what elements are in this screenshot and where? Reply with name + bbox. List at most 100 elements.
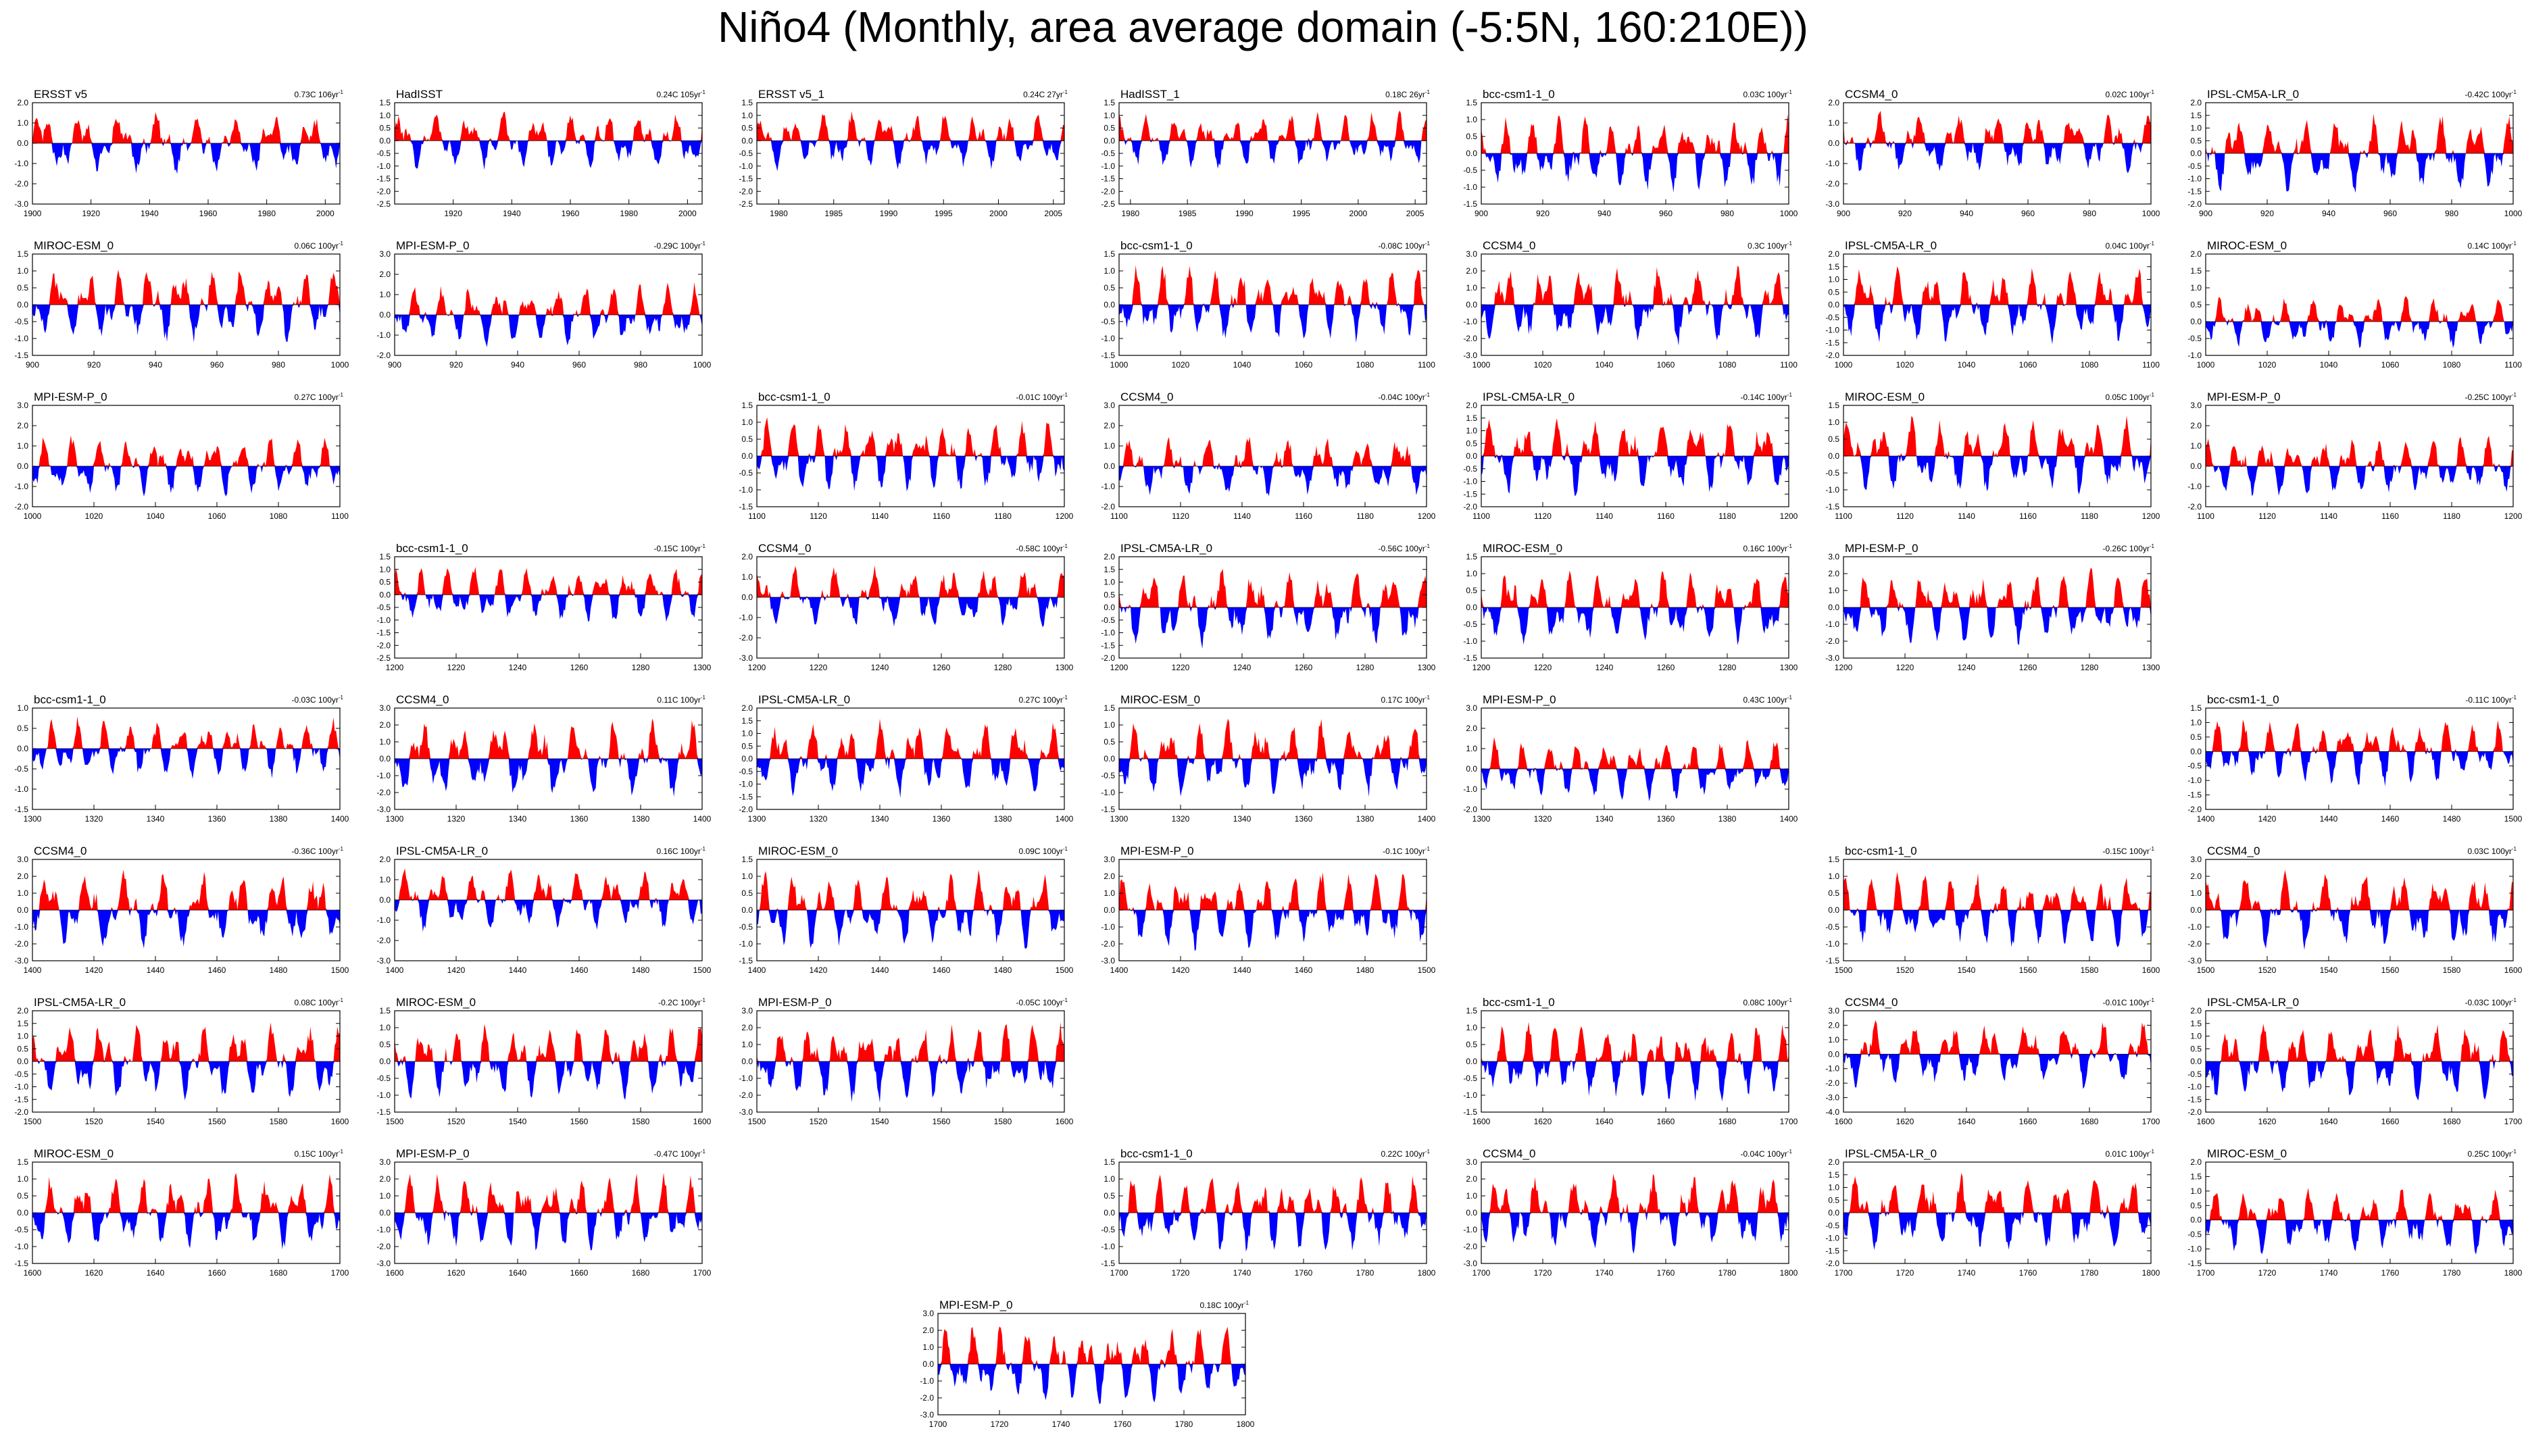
x-tick-label: 1480 <box>994 965 1012 975</box>
y-tick-label: 2.0 <box>1828 249 1839 259</box>
positive-anomaly-area <box>1481 736 1789 769</box>
negative-anomaly-area <box>1119 1213 1427 1252</box>
y-tick-label: -0.5 <box>1825 1221 1839 1230</box>
y-tick-label: 2.0 <box>1104 872 1115 881</box>
y-tick-label: 1.5 <box>1828 262 1839 272</box>
x-tick-label: 980 <box>2083 209 2096 218</box>
panel-trend-value: -0.04C 100yr <box>1740 1149 1787 1159</box>
y-tick-label: -1.0 <box>2187 776 2202 785</box>
x-tick-label: 1660 <box>2019 1117 2037 1126</box>
y-tick-label: -0.5 <box>376 149 391 158</box>
x-tick-label: 1320 <box>447 814 466 824</box>
y-tick-label: -1.5 <box>2187 1259 2202 1268</box>
y-tick-label: 2.0 <box>1104 421 1115 430</box>
panel-trend: -0.03C 100yr-1 <box>2465 997 2517 1007</box>
x-tick-label: 1220 <box>447 663 466 672</box>
y-tick-label: 3.0 <box>1466 1157 1477 1167</box>
y-tick-label: 2.0 <box>1828 1020 1839 1030</box>
negative-anomaly-area <box>1481 607 1789 645</box>
x-tick-label: 1100 <box>2142 360 2160 370</box>
y-tick-label: 0.0 <box>1466 1057 1477 1066</box>
negative-anomaly-area <box>2206 1061 2513 1101</box>
x-tick-label: 1100 <box>1110 511 1128 521</box>
y-tick-label: -1.5 <box>2187 186 2202 196</box>
x-tick-label: 1180 <box>994 511 1012 521</box>
panel-trend-value: 0.16C 100yr <box>656 847 701 856</box>
y-tick-label: 1.0 <box>2190 718 2202 727</box>
y-tick-label: -0.5 <box>2187 1070 2202 1079</box>
negative-anomaly-area <box>1119 305 1427 343</box>
y-tick-label: -2.0 <box>376 788 391 797</box>
y-tick-label: 1.0 <box>379 737 391 747</box>
x-tick-label: 1000 <box>2504 209 2523 218</box>
y-tick-label: -1.0 <box>14 922 28 932</box>
y-tick-label: -1.0 <box>376 616 391 625</box>
x-tick-label: 1120 <box>2258 511 2276 521</box>
y-tick-label: 0.0 <box>922 1359 934 1369</box>
negative-anomaly-area <box>395 595 702 622</box>
y-tick-label: -0.5 <box>739 767 753 776</box>
y-tick-label: 0.5 <box>1466 1040 1477 1049</box>
x-tick-label: 1300 <box>748 814 766 824</box>
panel-trend: 0.27C 100yr-1 <box>295 392 344 402</box>
panel-trend: 0.09C 100yr-1 <box>1019 846 1068 856</box>
y-tick-label: 0.0 <box>379 1208 391 1217</box>
y-tick-label: 1.0 <box>379 290 391 299</box>
panel-title: MPI-ESM-P_0 <box>2207 391 2281 403</box>
y-tick-label: 1.5 <box>17 1157 28 1167</box>
x-tick-label: 1400 <box>1780 814 1798 824</box>
x-tick-label: 980 <box>272 360 285 370</box>
x-tick-label: 1120 <box>1534 511 1552 521</box>
x-tick-label: 1320 <box>1534 814 1552 824</box>
y-tick-label: 0.5 <box>17 283 28 293</box>
plot-frame <box>1843 102 2152 205</box>
chart-panel: MPI-ESM-P_0 0.27C 100yr-1 -2.0 -1.0 0.0 1.0 2.… <box>14 391 350 541</box>
y-tick-label: 1.5 <box>741 98 753 107</box>
y-tick-label: 2.0 <box>17 1006 28 1015</box>
x-tick-label: 1600 <box>331 1117 349 1126</box>
chart-panel: MPI-ESM-P_0 -0.29C 100yr-1 -2.0 -1.0 0.0 1.0 2… <box>376 239 712 390</box>
panel-trend-value: 0.16C 100yr <box>1743 544 1787 553</box>
x-tick-label: 1700 <box>2142 1117 2160 1126</box>
panel-trend-value: 0.08C 100yr <box>1743 998 1787 1007</box>
panel-trend: 0.02C 100yr-1 <box>2106 89 2155 99</box>
x-tick-label: 940 <box>1960 209 1973 218</box>
y-tick-label: -3.0 <box>376 1259 391 1268</box>
y-tick-label: -3.0 <box>2187 956 2202 965</box>
y-tick-label: -2.0 <box>376 641 391 650</box>
y-tick-label: 1.0 <box>741 872 753 881</box>
panel-title: MIROC-ESM_0 <box>2207 239 2287 252</box>
y-tick-label: -3.0 <box>14 956 28 965</box>
y-tick-label: 0.5 <box>1104 590 1115 599</box>
y-tick-label: -0.5 <box>376 1074 391 1083</box>
x-tick-label: 1000 <box>1110 360 1129 370</box>
y-tick-label: 3.0 <box>379 1157 391 1167</box>
y-tick-label: 1.0 <box>17 703 28 713</box>
y-tick-label: -2.0 <box>1825 179 1839 189</box>
chart-panel: MIROC-ESM_0 0.17C 100yr-1 -1.5 -1.0 -0.5 0.0 0… <box>1101 693 1437 844</box>
y-tick-label: 0.0 <box>1104 603 1115 612</box>
y-tick-label: -1.0 <box>739 1074 753 1083</box>
positive-anomaly-area <box>395 718 702 759</box>
x-tick-label: 1620 <box>85 1268 103 1278</box>
y-tick-label: 0.5 <box>1828 287 1839 297</box>
x-tick-label: 1560 <box>208 1117 226 1126</box>
y-tick-label: -1.0 <box>2187 174 2202 184</box>
y-tick-label: 0.0 <box>1828 451 1839 461</box>
x-tick-label: 1160 <box>2381 511 2399 521</box>
x-tick-label: 1760 <box>1114 1420 1132 1429</box>
y-tick-label: 0.5 <box>1828 434 1839 444</box>
y-tick-label: -2.0 <box>1101 653 1115 663</box>
chart-panel: MPI-ESM-P_0 0.43C 100yr-1 -2.0 -1.0 0.0 1.0 2.… <box>1463 693 1799 844</box>
panel-trend: 0.3C 100yr-1 <box>1748 241 1792 251</box>
y-tick-label: -1.5 <box>376 174 391 184</box>
positive-anomaly-area <box>1119 718 1427 759</box>
x-tick-label: 1240 <box>1595 663 1614 672</box>
y-tick-label: -1.0 <box>1825 1234 1839 1243</box>
panel-trend: -0.01C 100yr-1 <box>2103 997 2155 1007</box>
x-tick-label: 1940 <box>503 209 521 218</box>
panel-trend-exponent: -1 <box>1787 89 1792 95</box>
x-tick-label: 1140 <box>871 511 889 521</box>
panel-title: MIROC-ESM_0 <box>1845 391 1925 403</box>
y-tick-label: -1.0 <box>1825 326 1839 335</box>
